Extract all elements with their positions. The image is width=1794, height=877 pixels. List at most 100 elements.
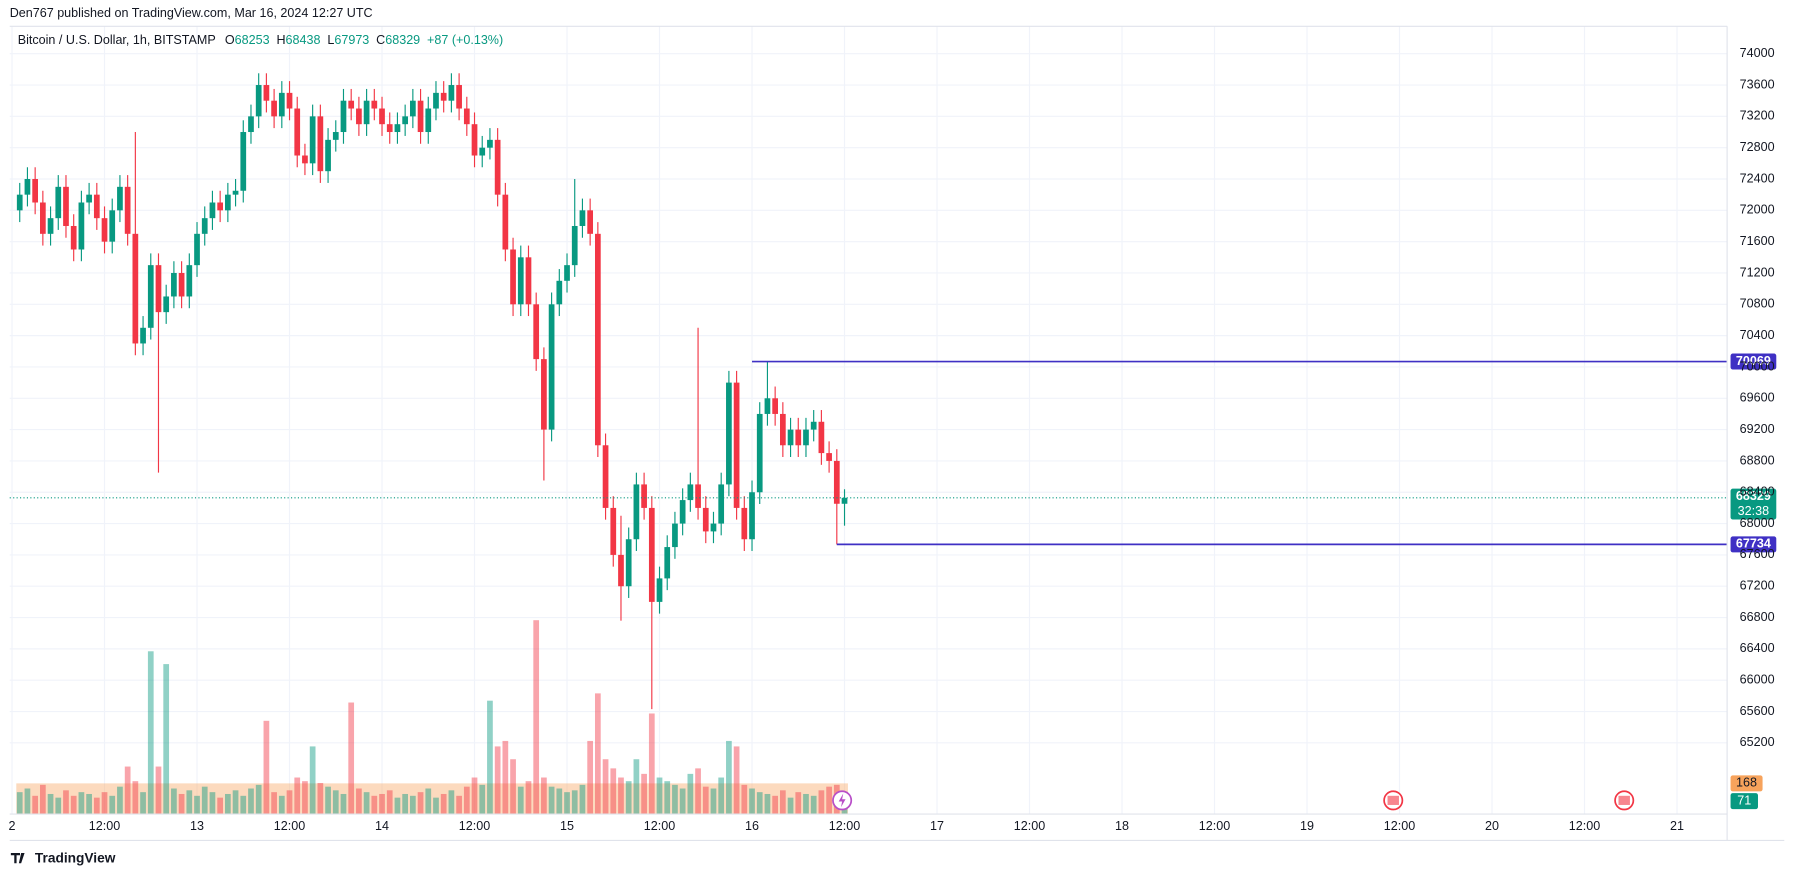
candle-body <box>687 484 694 501</box>
y-tick-label: 68000 <box>1740 516 1775 530</box>
candle-body <box>810 421 817 430</box>
volume-bar <box>525 781 532 815</box>
candle-body <box>487 139 493 148</box>
candle-body <box>448 85 455 101</box>
volume-bar <box>24 788 31 815</box>
candle-body <box>764 398 771 414</box>
candle-body <box>756 413 763 493</box>
volume-bar <box>78 792 85 815</box>
volume-bar <box>255 784 262 815</box>
candle-body <box>587 210 594 234</box>
volume-bar <box>409 795 416 815</box>
volume-ma-area <box>16 783 848 815</box>
candle-body <box>224 194 231 211</box>
candle-body <box>826 453 832 461</box>
candle-body <box>101 218 108 242</box>
volume-bar <box>679 788 686 815</box>
candle-body <box>695 484 701 508</box>
y-tick-label: 65200 <box>1740 735 1775 749</box>
volume-bar <box>726 740 732 815</box>
x-tick-label: 12:00 <box>459 819 490 833</box>
volume-bar <box>633 759 640 815</box>
candle-body <box>409 100 416 117</box>
candle-body <box>710 523 717 532</box>
y-tick-label: 70000 <box>1740 359 1775 373</box>
volume-bar <box>764 793 771 815</box>
y-tick-label: 74000 <box>1740 46 1775 60</box>
volume-bar <box>363 792 370 815</box>
y-tick-label: 70400 <box>1740 328 1775 342</box>
volume-bar <box>394 797 401 815</box>
price-label-box <box>1730 488 1777 520</box>
y-tick-label: 66800 <box>1740 610 1775 624</box>
y-tick-label: 73600 <box>1740 77 1775 91</box>
candle-body <box>171 272 177 297</box>
candle-body <box>194 233 200 266</box>
y-tick-label: 71600 <box>1740 234 1775 248</box>
ohlc-value: 67973 <box>334 33 369 47</box>
publisher: Den767 published on TradingView.com, Mar… <box>10 6 373 20</box>
y-tick-label: 67200 <box>1740 579 1775 593</box>
candle-body <box>47 218 54 234</box>
candle-body <box>86 194 92 203</box>
candle-body <box>394 124 401 133</box>
candle-body <box>263 85 270 101</box>
x-tick-label: 2 <box>9 819 16 833</box>
candle-body <box>140 327 146 344</box>
volume-bar <box>456 795 462 815</box>
volume-bar <box>39 784 46 815</box>
candle-body <box>833 460 840 504</box>
volume-bar <box>171 788 177 815</box>
volume-bar <box>86 793 92 815</box>
volume-bar <box>163 664 170 815</box>
candle-body <box>186 265 193 297</box>
volume-bar <box>302 781 308 815</box>
volume-bar <box>448 790 455 815</box>
volume-bar <box>232 790 239 815</box>
volume-bar <box>494 746 501 815</box>
x-tick-label: 16 <box>745 819 759 833</box>
volume-bar <box>132 781 139 815</box>
volume-bar <box>648 713 655 815</box>
y-tick-label: 72800 <box>1740 140 1775 154</box>
volume-bar <box>178 793 185 815</box>
candle-body <box>741 507 748 540</box>
x-tick-label: 12:00 <box>89 819 120 833</box>
candle-body <box>610 507 617 555</box>
candle-body <box>602 445 609 508</box>
y-tick-label: 65600 <box>1740 704 1775 718</box>
volume-bar <box>93 797 100 815</box>
volume-bar <box>340 793 347 815</box>
candle-body <box>217 202 224 211</box>
volume-bar <box>186 790 193 815</box>
x-tick-label: 12:00 <box>644 819 675 833</box>
volume-bar <box>810 795 817 815</box>
volume-bar <box>510 759 516 815</box>
volume-bar <box>502 740 509 815</box>
volume-bar <box>224 793 231 815</box>
x-tick-label: 15 <box>560 819 574 833</box>
candle-body <box>433 92 439 109</box>
candle-body <box>733 382 740 508</box>
volume-bar <box>756 792 763 815</box>
candle-body <box>332 132 339 140</box>
candle-body <box>818 421 825 454</box>
volume-bar <box>371 795 378 815</box>
volume-bar <box>548 786 555 815</box>
candle-body <box>302 155 308 164</box>
volume-bar <box>818 790 825 815</box>
volume-bar <box>309 746 316 815</box>
volume-bar <box>209 792 216 815</box>
x-tick-label: 17 <box>930 819 944 833</box>
y-tick-label: 66000 <box>1740 673 1775 687</box>
x-tick-label: 20 <box>1485 819 1499 833</box>
volume-label: 71 <box>1737 793 1751 807</box>
volume-ma-label: 168 <box>1736 776 1757 790</box>
candle-body <box>648 507 655 602</box>
volume-bar <box>795 792 802 815</box>
event-icon <box>832 790 853 811</box>
volume-bar <box>787 797 794 815</box>
candle-body <box>787 429 794 446</box>
volume-bar <box>70 795 77 815</box>
